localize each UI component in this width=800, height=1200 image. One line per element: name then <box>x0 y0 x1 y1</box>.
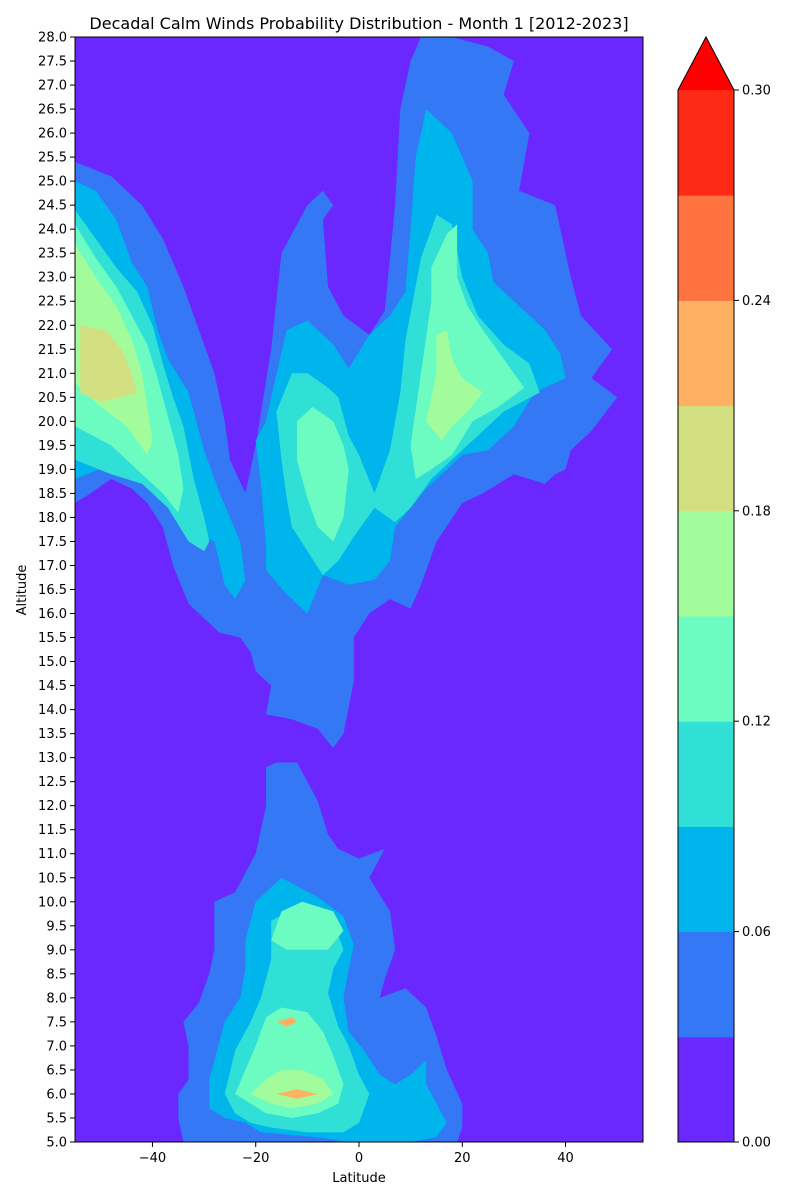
x-axis-label: Latitude <box>332 1171 386 1186</box>
y-tick-label: 16.5 <box>38 583 67 598</box>
y-tick-label: 27.5 <box>38 55 67 70</box>
y-tick-label: 9.0 <box>46 943 67 958</box>
y-tick-label: 11.0 <box>38 847 67 862</box>
y-tick-label: 8.0 <box>46 991 67 1006</box>
y-tick-label: 22.0 <box>38 319 67 334</box>
contour-level-5-north-central-right <box>426 330 483 441</box>
contour-level-5-south-core <box>250 1069 334 1109</box>
y-tick-label: 14.5 <box>38 679 67 694</box>
y-tick-label: 5.5 <box>46 1111 67 1126</box>
y-tick-label: 10.0 <box>38 895 67 910</box>
colorbar-band <box>678 90 734 196</box>
y-tick-label: 5.0 <box>46 1136 67 1151</box>
colorbar-band <box>678 1036 734 1143</box>
y-tick-label: 13.0 <box>38 751 67 766</box>
y-tick-label: 10.5 <box>38 871 67 886</box>
x-tick-label: 0 <box>355 1151 363 1166</box>
colorbar-band <box>678 721 734 827</box>
contour-level-7-south-core <box>276 1089 318 1099</box>
y-tick-label: 24.5 <box>38 199 67 214</box>
colorbar-outline <box>677 35 735 1143</box>
colorbar-extend-arrow <box>678 37 734 90</box>
colorbar-band <box>678 405 734 512</box>
y-tick-label: 14.0 <box>38 703 67 718</box>
y-tick-label: 17.0 <box>38 559 67 574</box>
y-tick-label: 22.5 <box>38 295 67 310</box>
x-tick-label: 20 <box>454 1151 471 1166</box>
y-tick-label: 20.5 <box>38 391 67 406</box>
y-tick-label: 18.0 <box>38 511 67 526</box>
x-axis: −40 −20 0 20 40 <box>139 1142 574 1166</box>
y-tick-label: 12.0 <box>38 799 67 814</box>
colorbar-tick-label: 0.06 <box>742 925 771 940</box>
y-tick-label: 25.0 <box>38 175 67 190</box>
contour-level-4-north-central-left <box>297 406 349 542</box>
colorbar-band <box>678 510 734 617</box>
y-tick-label: 7.0 <box>46 1039 67 1054</box>
y-tick-label: 26.0 <box>38 127 67 142</box>
y-tick-label: 17.5 <box>38 535 67 550</box>
y-axis-label: Altitude <box>15 565 30 616</box>
y-tick-label: 9.5 <box>46 919 67 934</box>
y-tick-label: 6.0 <box>46 1087 67 1102</box>
y-tick-label: 11.5 <box>38 823 67 838</box>
y-tick-label: 18.5 <box>38 487 67 502</box>
colorbar: 0.00 0.06 0.12 0.18 0.24 0.30 <box>677 35 771 1151</box>
colorbar-band <box>678 195 734 301</box>
colorbar-band <box>678 300 734 407</box>
colorbar-band <box>678 931 734 1038</box>
y-tick-label: 23.5 <box>38 247 67 262</box>
y-tick-label: 28.0 <box>38 31 67 46</box>
y-tick-label: 26.5 <box>38 103 67 118</box>
contour-level-4-south-upper-blob <box>271 901 344 950</box>
y-tick-label: 25.5 <box>38 151 67 166</box>
y-tick-label: 27.0 <box>38 79 67 94</box>
x-tick-label: −40 <box>139 1151 166 1166</box>
contour-level-7-south-mid <box>276 1017 297 1027</box>
y-tick-label: 19.5 <box>38 439 67 454</box>
y-tick-label: 24.0 <box>38 223 67 238</box>
contour-layer <box>75 37 618 1142</box>
y-tick-label: 16.0 <box>38 607 67 622</box>
y-tick-label: 6.5 <box>46 1063 67 1078</box>
y-tick-label: 15.0 <box>38 655 67 670</box>
y-tick-label: 21.5 <box>38 343 67 358</box>
y-tick-label: 15.5 <box>38 631 67 646</box>
x-tick-label: 40 <box>557 1151 574 1166</box>
colorbar-tick-label: 0.24 <box>742 294 771 309</box>
colorbar-tick-label: 0.00 <box>742 1136 771 1151</box>
y-tick-label: 8.5 <box>46 967 67 982</box>
y-tick-label: 13.5 <box>38 727 67 742</box>
colorbar-tick-label: 0.18 <box>742 504 771 519</box>
y-tick-label: 20.0 <box>38 415 67 430</box>
colorbar-band <box>678 616 734 722</box>
y-tick-label: 7.5 <box>46 1015 67 1030</box>
y-tick-label: 21.0 <box>38 367 67 382</box>
colorbar-tick-label: 0.30 <box>742 84 771 99</box>
y-tick-label: 19.0 <box>38 463 67 478</box>
y-tick-label: 23.0 <box>38 271 67 286</box>
contour-level-6-north-west-arm <box>80 325 137 403</box>
chart-title: Decadal Calm Winds Probability Distribut… <box>89 14 628 33</box>
colorbar-band <box>678 826 734 933</box>
colorbar-tick-label: 0.12 <box>742 715 771 730</box>
y-axis: 5.0 5.5 6.0 6.5 7.0 7.5 8.0 8.5 9.0 9.5 10.0 10.5 11… <box>38 31 75 1151</box>
x-tick-label: −20 <box>242 1151 269 1166</box>
y-tick-label: 12.5 <box>38 775 67 790</box>
